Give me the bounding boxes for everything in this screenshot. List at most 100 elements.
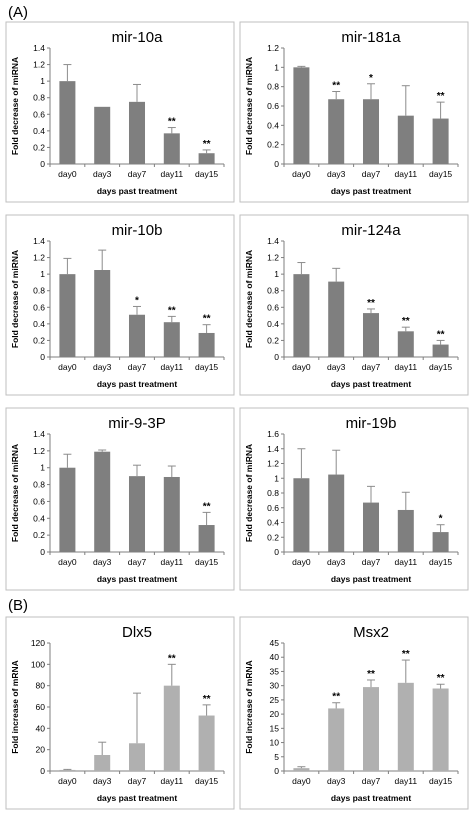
x-tick-label: day7	[362, 776, 381, 786]
x-tick-label: day0	[292, 776, 311, 786]
significance-marker: **	[437, 329, 445, 340]
x-tick-label: day7	[362, 169, 381, 179]
significance-marker: **	[402, 649, 410, 660]
bar-day0	[59, 769, 76, 771]
x-tick-label: day15	[195, 169, 218, 179]
charts-group: mir-10a 0 0.2 0.4 0.6 0.8 1 1.2 1.4 Fold decrease…	[5, 21, 469, 810]
x-tick-label: day3	[93, 776, 112, 786]
x-axis-label: days past treatment	[331, 793, 411, 803]
significance-marker: **	[402, 316, 410, 327]
x-tick-label: day0	[58, 362, 77, 372]
y-tick-label: 5	[274, 752, 279, 762]
chart-title: Dlx5	[122, 624, 152, 641]
y-tick-label: 40	[270, 652, 280, 662]
bar-day15	[432, 532, 449, 552]
bar-day0	[293, 478, 310, 552]
bar-day11	[163, 322, 180, 357]
bar-day3	[328, 708, 345, 771]
panel-label-b: (B)	[8, 597, 28, 614]
bar-day7	[128, 476, 146, 552]
x-axis-label: days past treatment	[97, 186, 177, 196]
y-tick-label: 0	[274, 766, 279, 776]
x-tick-label: day3	[327, 557, 346, 567]
chart-5: mir-19b 0 0.2 0.4 0.6 0.8 1 1.2 1.4 1.6 Fold decre…	[239, 407, 469, 591]
y-tick-label: 0.6	[267, 503, 279, 513]
chart-frame	[5, 21, 235, 203]
y-tick-label: 1	[40, 76, 45, 86]
x-axis-label: days past treatment	[331, 186, 411, 196]
x-tick-label: day0	[292, 169, 311, 179]
chart-frame	[239, 407, 469, 591]
chart-frame	[239, 21, 469, 203]
bar-day7	[128, 101, 146, 164]
x-axis-label: days past treatment	[97, 574, 177, 584]
chart-1: mir-181a 0 0.2 0.4 0.6 0.8 1 1.2 Fold decrease o…	[239, 21, 469, 203]
y-tick-label: 1.4	[267, 444, 279, 454]
y-tick-label: 0.4	[33, 513, 45, 523]
significance-marker: **	[332, 81, 340, 92]
bar-day15	[198, 153, 215, 164]
x-tick-label: day15	[429, 169, 452, 179]
bar-day0	[293, 274, 310, 357]
chart-title: mir-10a	[112, 29, 164, 46]
y-tick-label: 0.8	[267, 286, 279, 296]
x-tick-label: day7	[362, 557, 381, 567]
y-tick-label: 1	[274, 473, 279, 483]
y-tick-label: 0.4	[267, 319, 279, 329]
y-tick-label: 0.2	[267, 335, 279, 345]
bar-day15	[198, 525, 215, 552]
y-tick-label: 0	[274, 547, 279, 557]
x-tick-label: day15	[429, 776, 452, 786]
bar-day3	[94, 755, 111, 771]
y-axis-label: Fold decrease of miRNA	[10, 444, 20, 542]
significance-marker: **	[203, 139, 211, 150]
bar-day15	[432, 118, 449, 164]
bar-day3	[94, 270, 111, 357]
significance-marker: **	[203, 314, 211, 325]
bar-day0	[293, 768, 310, 771]
significance-marker: **	[168, 117, 176, 128]
y-tick-label: 0.2	[267, 140, 279, 150]
x-tick-label: day15	[195, 776, 218, 786]
y-tick-label: 1.4	[33, 43, 45, 53]
bar-day0	[59, 274, 76, 357]
y-tick-label: 0.8	[33, 480, 45, 490]
bar-day7	[362, 687, 380, 771]
x-tick-label: day7	[128, 776, 147, 786]
y-tick-label: 0.6	[33, 302, 45, 312]
y-tick-label: 0.4	[267, 120, 279, 130]
y-tick-label: 1.2	[267, 253, 279, 263]
bar-day11	[163, 476, 180, 552]
y-tick-label: 120	[31, 638, 45, 648]
y-tick-label: 25	[270, 695, 280, 705]
chart-7: Msx2 0 5 10 15 20 25 30 35 40 45 Fold increase of m…	[239, 616, 469, 810]
chart-frame	[5, 407, 235, 591]
x-tick-label: day11	[161, 362, 184, 372]
chart-4: mir-9-3P 0 0.2 0.4 0.6 0.8 1 1.2 1.4 Fold decreas…	[5, 407, 235, 591]
y-tick-label: 0.2	[33, 530, 45, 540]
y-axis-label: Fold increase of mRNA	[10, 660, 20, 754]
y-tick-label: 1	[274, 62, 279, 72]
x-tick-label: day3	[93, 362, 112, 372]
bar-day11	[397, 331, 414, 357]
x-tick-label: day7	[128, 557, 147, 567]
y-tick-label: 30	[270, 681, 280, 691]
chart-frame	[239, 616, 469, 810]
significance-marker: **	[203, 501, 211, 512]
significance-marker: **	[367, 298, 375, 309]
x-tick-label: day0	[292, 557, 311, 567]
y-tick-label: 80	[36, 681, 46, 691]
chart-title: mir-19b	[346, 415, 397, 432]
y-axis-label: Fold decrease of miRNA	[244, 250, 254, 348]
x-tick-label: day15	[195, 362, 218, 372]
chart-title: Msx2	[353, 624, 389, 641]
y-tick-label: 15	[270, 723, 280, 733]
bar-day0	[293, 67, 310, 164]
bar-day3	[328, 474, 345, 552]
y-tick-label: 40	[36, 723, 46, 733]
y-tick-label: 0.4	[33, 319, 45, 329]
significance-marker: **	[168, 305, 176, 316]
y-tick-label: 0.8	[33, 286, 45, 296]
bar-day15	[198, 715, 215, 771]
significance-marker: **	[437, 91, 445, 102]
